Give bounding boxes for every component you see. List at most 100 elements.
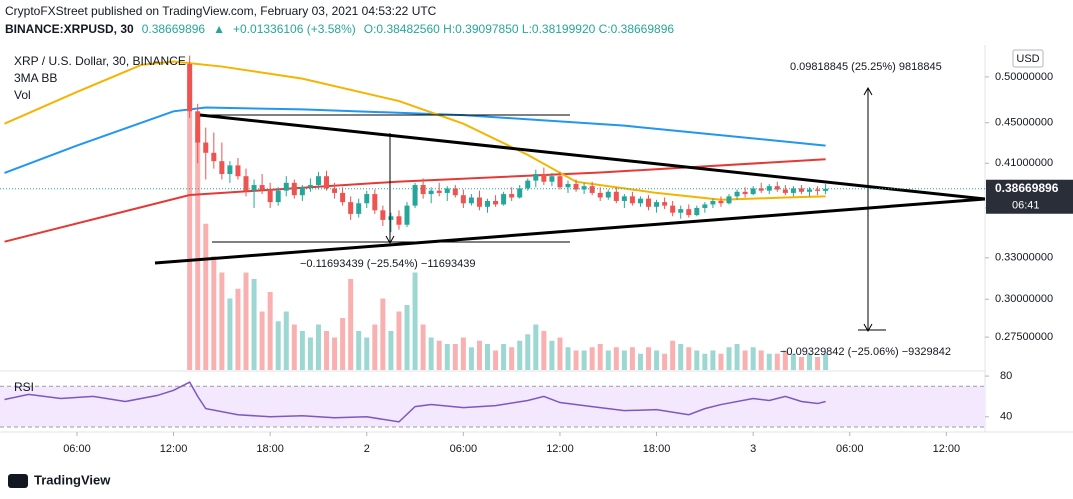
candle-body (372, 194, 378, 211)
ohlc: O:0.38482560 H:0.39097850 L:0.38199920 C… (364, 22, 675, 36)
candle-body (251, 185, 257, 191)
candle-body (259, 185, 265, 190)
trendline-upper (199, 113, 986, 201)
candle-body (621, 196, 627, 201)
volume-bar (517, 340, 523, 370)
candle-body (485, 200, 491, 207)
x-tick-label: 18:00 (256, 443, 284, 455)
y-tick-label: 0.45000000 (995, 117, 1053, 129)
volume-bar (388, 331, 394, 370)
change: +0.01336106 (+3.58%) (233, 22, 356, 36)
volume-bar (340, 318, 346, 370)
candle-body (476, 197, 482, 207)
candle-body (203, 142, 209, 153)
candle-body (195, 111, 201, 143)
candle-body (694, 207, 700, 216)
volume-bar (307, 337, 313, 370)
candle-body (766, 186, 772, 191)
volume-bar (460, 337, 466, 370)
rsi-tick-label: 80 (1000, 370, 1012, 382)
volume-bar (646, 347, 652, 370)
volume-bar (452, 344, 458, 370)
volume-bar (613, 347, 619, 370)
candle-body (815, 189, 821, 191)
candle-body (742, 191, 748, 195)
legend-indicator: 3MA BB (14, 71, 57, 85)
x-tick-label: 12:00 (546, 443, 574, 455)
volume-bar (332, 337, 338, 370)
x-tick-label: 3 (750, 443, 756, 455)
candle-body (549, 176, 555, 182)
y-tick-label: 0.33000000 (995, 252, 1053, 264)
candle-body (219, 161, 225, 175)
volume-bar (702, 353, 708, 370)
volume-bar (621, 350, 627, 370)
candle-body (517, 188, 523, 198)
volume-bar (686, 347, 692, 370)
x-tick-label: 06:00 (63, 443, 91, 455)
volume-bar (557, 337, 563, 370)
arrow-head (863, 86, 873, 96)
x-tick-label: 06:00 (450, 443, 478, 455)
candle-body (589, 186, 595, 193)
candle-body (823, 188, 829, 191)
logo-mark (8, 474, 28, 488)
candle-body (509, 194, 515, 198)
candle-body (525, 180, 531, 189)
candle-body (493, 200, 499, 205)
volume-bar (549, 340, 555, 370)
candle-body (565, 183, 571, 188)
volume-bar (774, 353, 780, 370)
volume-bar (283, 311, 289, 370)
candle-body (758, 188, 764, 191)
x-tick-label: 06:00 (836, 443, 864, 455)
candle-body (678, 209, 684, 213)
volume-bar (790, 353, 796, 370)
candle-body (686, 209, 692, 216)
candle-body (412, 185, 418, 206)
volume-bar (823, 353, 829, 370)
y-tick-label: 0.27500000 (995, 331, 1053, 343)
moving-average (4, 60, 826, 201)
candle-body (356, 203, 362, 214)
candle-body (275, 190, 281, 203)
candle-body (541, 174, 547, 182)
candle-body (243, 176, 249, 191)
volume-bar (670, 340, 676, 370)
candle-body (718, 200, 724, 204)
candle-body (702, 204, 708, 208)
candle-body (637, 198, 643, 204)
volume-bar (348, 279, 354, 370)
candle-body (670, 205, 676, 213)
volume-bar (203, 223, 209, 370)
candle-body (581, 186, 587, 190)
volume-bar (243, 272, 249, 370)
moving-average (4, 158, 826, 243)
volume-bar (299, 331, 305, 370)
volume-bar (629, 347, 635, 370)
volume-bar (597, 344, 603, 370)
candle-body (332, 188, 338, 193)
candle-body (452, 188, 458, 196)
candle-body (404, 205, 410, 225)
volume-bar (356, 331, 362, 370)
volume-bar (315, 324, 321, 370)
volume-bar (227, 298, 233, 370)
volume-bar (734, 344, 740, 370)
candle-body (436, 190, 442, 193)
volume-bar (396, 311, 402, 370)
volume-bar (436, 340, 442, 370)
volume-bar (509, 347, 515, 370)
rsi-tick-label: 40 (1000, 411, 1012, 423)
volume-bar (581, 350, 587, 370)
rsi-label: RSI (14, 380, 34, 394)
candle-body (533, 174, 539, 181)
last-price-box (986, 179, 1073, 214)
candle-body (444, 188, 450, 193)
volume-bar (807, 353, 813, 370)
candle-body (340, 192, 346, 203)
arrow-head (385, 235, 395, 245)
volume-bar (485, 344, 491, 370)
candle-body (324, 176, 330, 189)
